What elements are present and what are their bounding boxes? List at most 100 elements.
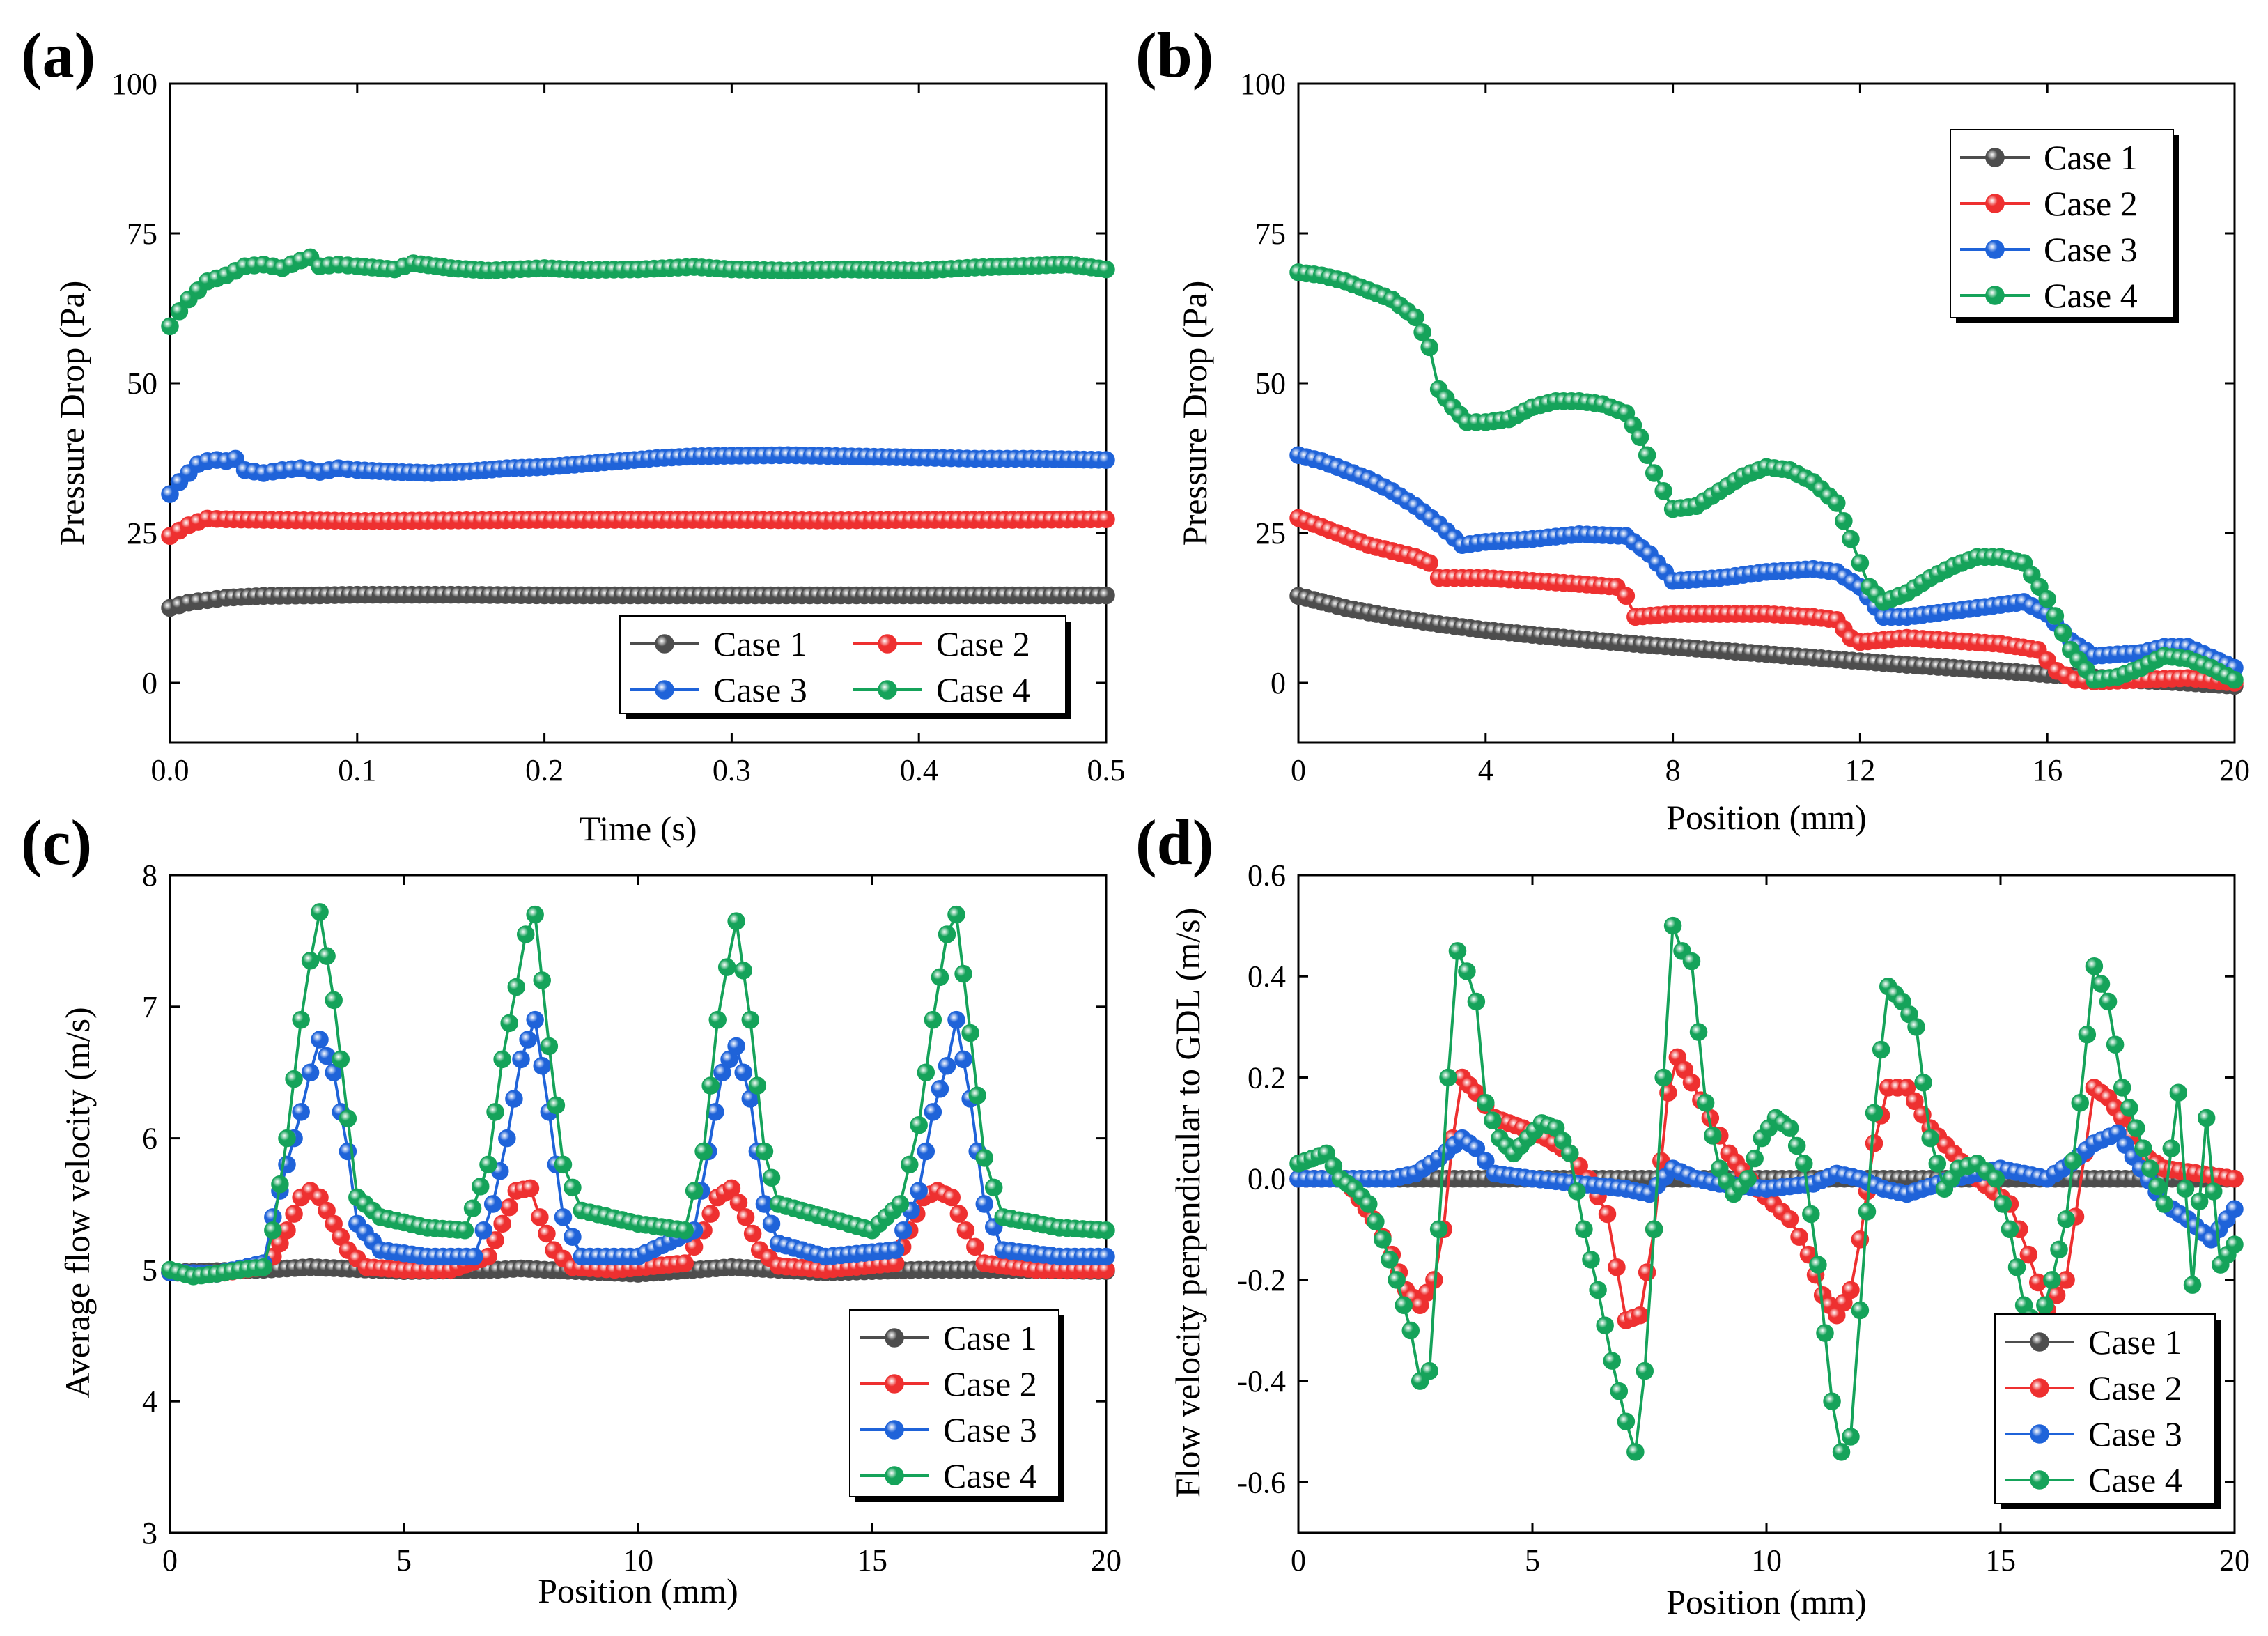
data-point xyxy=(2120,1099,2138,1117)
data-point xyxy=(465,1247,483,1266)
data-point xyxy=(500,1198,518,1217)
series-group-d xyxy=(1289,916,2244,1461)
data-point xyxy=(318,947,336,965)
data-point xyxy=(1795,1155,1813,1173)
data-point xyxy=(1420,554,1438,572)
data-point xyxy=(1097,1247,1115,1266)
data-point xyxy=(1477,1094,1495,1112)
data-point xyxy=(924,1103,942,1121)
axis-ticks-c: 0 5 10 15 20 3 4 5 6 7 8 xyxy=(142,858,1121,1577)
data-point xyxy=(762,1168,781,1187)
series-line xyxy=(1298,454,2235,670)
y-tick-label: 0 xyxy=(142,666,157,700)
y-tick-label: 0.4 xyxy=(1248,959,1286,994)
data-point xyxy=(1865,1134,1883,1152)
data-point xyxy=(762,1214,781,1233)
data-point xyxy=(1928,1155,1947,1173)
data-point xyxy=(2078,1025,2097,1044)
data-point xyxy=(533,1057,551,1075)
data-point xyxy=(1596,1316,1614,1335)
legend-item-case-1: Case 1 xyxy=(1960,138,2138,177)
data-point xyxy=(2141,1159,2159,1178)
data-point xyxy=(1561,1144,1579,1163)
data-point xyxy=(2148,1177,2166,1196)
legend-label: Case 2 xyxy=(2088,1368,2182,1407)
legend-marker xyxy=(1985,286,2005,305)
legend-marker xyxy=(885,1374,904,1394)
y-tick-label: 50 xyxy=(127,366,157,401)
data-point xyxy=(264,1221,282,1240)
y-tick-label: 8 xyxy=(142,858,157,893)
y-tick-label: 0 xyxy=(1271,666,1286,700)
legend-item-case-2: Case 2 xyxy=(860,1364,1037,1403)
data-point xyxy=(483,1195,502,1213)
data-point xyxy=(2043,1271,2061,1289)
data-point xyxy=(507,978,526,996)
data-point xyxy=(748,1076,767,1095)
data-point xyxy=(2085,957,2104,975)
legend-box xyxy=(619,615,1066,714)
data-point xyxy=(736,1208,755,1226)
legend-marker xyxy=(878,680,897,700)
y-tick-label: 5 xyxy=(142,1253,157,1287)
legend-marker xyxy=(1985,240,2005,259)
panel-c: (c) 0 5 10 15 20 3 4 5 6 7 8 Position (mm) Average… xyxy=(21,807,1121,1610)
data-point xyxy=(161,317,179,336)
data-point xyxy=(2176,1180,2195,1198)
data-point xyxy=(1780,1119,1799,1137)
data-point xyxy=(1746,1149,1764,1168)
data-point xyxy=(949,1205,968,1223)
data-point xyxy=(2113,1079,2131,1097)
legend-label: Case 4 xyxy=(943,1456,1037,1495)
panel-label-d: (d) xyxy=(1135,807,1213,878)
data-point xyxy=(1097,510,1115,528)
data-point xyxy=(1608,1258,1626,1276)
y-tick-label: 4 xyxy=(142,1384,157,1419)
legend-label: Case 4 xyxy=(2088,1460,2182,1499)
data-point xyxy=(942,1188,961,1207)
data-point xyxy=(717,958,736,976)
data-point xyxy=(479,1155,497,1174)
data-point xyxy=(1626,1443,1645,1461)
data-point xyxy=(540,1037,559,1056)
data-point xyxy=(2057,1210,2075,1228)
xaxis-label-d: Position (mm) xyxy=(1666,1582,1867,1621)
legend-item-case-4: Case 4 xyxy=(860,1456,1037,1495)
data-point xyxy=(743,1224,762,1243)
data-point xyxy=(1897,1079,1916,1097)
legend-label: Case 2 xyxy=(936,624,1030,663)
data-point xyxy=(1598,1205,1617,1224)
data-point xyxy=(170,302,189,321)
data-point xyxy=(554,1208,573,1226)
data-point xyxy=(1395,1296,1413,1314)
series-group-c xyxy=(161,903,1115,1286)
data-point xyxy=(968,1086,986,1104)
data-point xyxy=(2162,1139,2181,1157)
series-case-2 xyxy=(161,509,1115,546)
data-point xyxy=(2205,1182,2223,1201)
data-point xyxy=(734,962,752,980)
series-case-3 xyxy=(161,446,1115,503)
legend-label: Case 3 xyxy=(713,670,807,709)
x-tick-label: 4 xyxy=(1478,753,1493,787)
series-group-a xyxy=(161,248,1115,617)
data-point xyxy=(2226,1169,2244,1188)
legend-marker xyxy=(2030,1332,2049,1352)
legend-item-case-1: Case 1 xyxy=(630,624,807,663)
data-point xyxy=(486,1103,504,1121)
data-point xyxy=(2046,607,2065,625)
y-tick-label: -0.2 xyxy=(1237,1263,1286,1297)
data-point xyxy=(285,1070,303,1088)
data-point xyxy=(1420,1361,1438,1380)
data-point xyxy=(2019,1245,2038,1264)
data-point xyxy=(1097,451,1115,469)
data-point xyxy=(1809,1256,1827,1274)
data-point xyxy=(2183,1276,2202,1294)
legend-label: Case 1 xyxy=(943,1318,1037,1357)
data-point xyxy=(2092,975,2111,993)
legend-marker xyxy=(1985,194,2005,213)
data-point xyxy=(701,1205,720,1223)
data-point xyxy=(1696,1094,1715,1112)
data-point xyxy=(564,1228,582,1246)
data-point xyxy=(1645,464,1663,482)
